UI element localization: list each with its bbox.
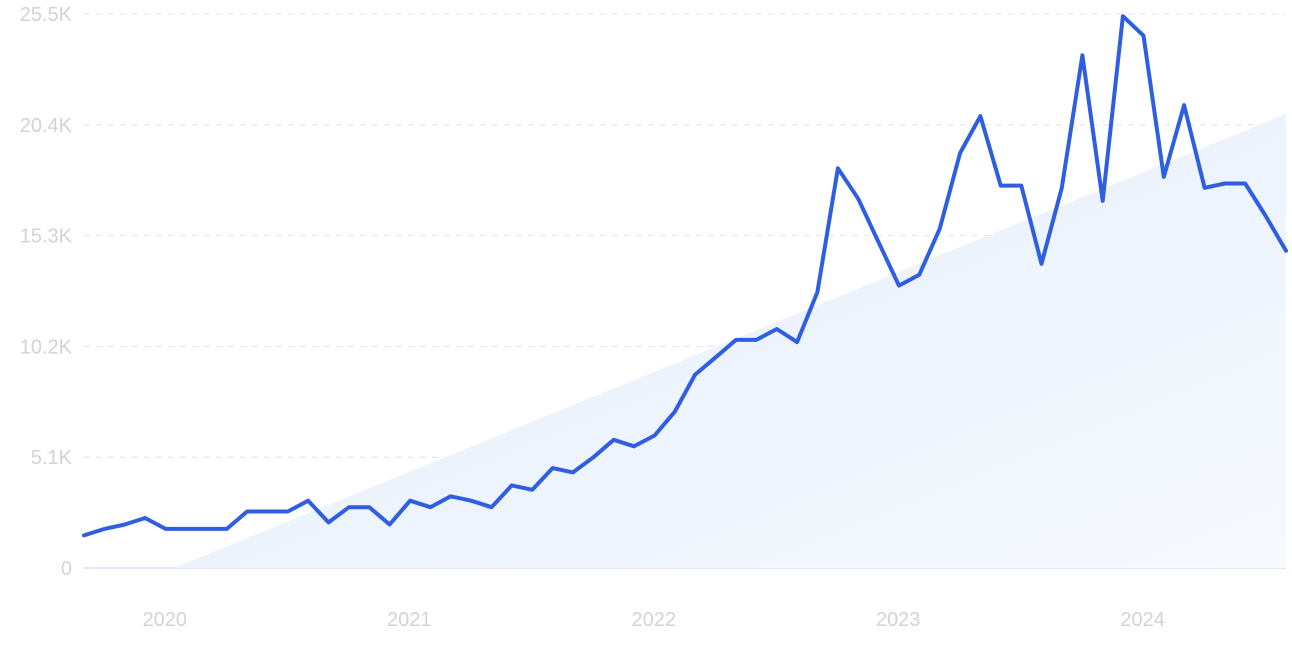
y-tick-label: 5.1K [31, 447, 73, 469]
x-tick-label: 2024 [1120, 609, 1165, 631]
x-tick-label: 2020 [143, 609, 188, 631]
x-tick-label: 2021 [387, 609, 432, 631]
y-tick-label: 15.3K [20, 226, 73, 248]
x-tick-label: 2022 [631, 609, 676, 631]
x-tick-label: 2023 [876, 609, 921, 631]
y-tick-label: 0 [61, 558, 72, 580]
y-tick-label: 20.4K [20, 115, 73, 137]
y-axis-ticks: 0 5.1K 10.2K 15.3K 20.4K 25.5K [20, 4, 73, 580]
y-tick-label: 25.5K [20, 4, 73, 26]
y-tick-label: 10.2K [20, 336, 73, 358]
trend-area-shape [173, 113, 1287, 568]
search-volume-line [82, 14, 1288, 538]
x-axis-ticks: 2020 2021 2022 2023 2024 [143, 609, 1165, 631]
series-line-group [82, 14, 1288, 538]
trend-area [173, 113, 1287, 568]
